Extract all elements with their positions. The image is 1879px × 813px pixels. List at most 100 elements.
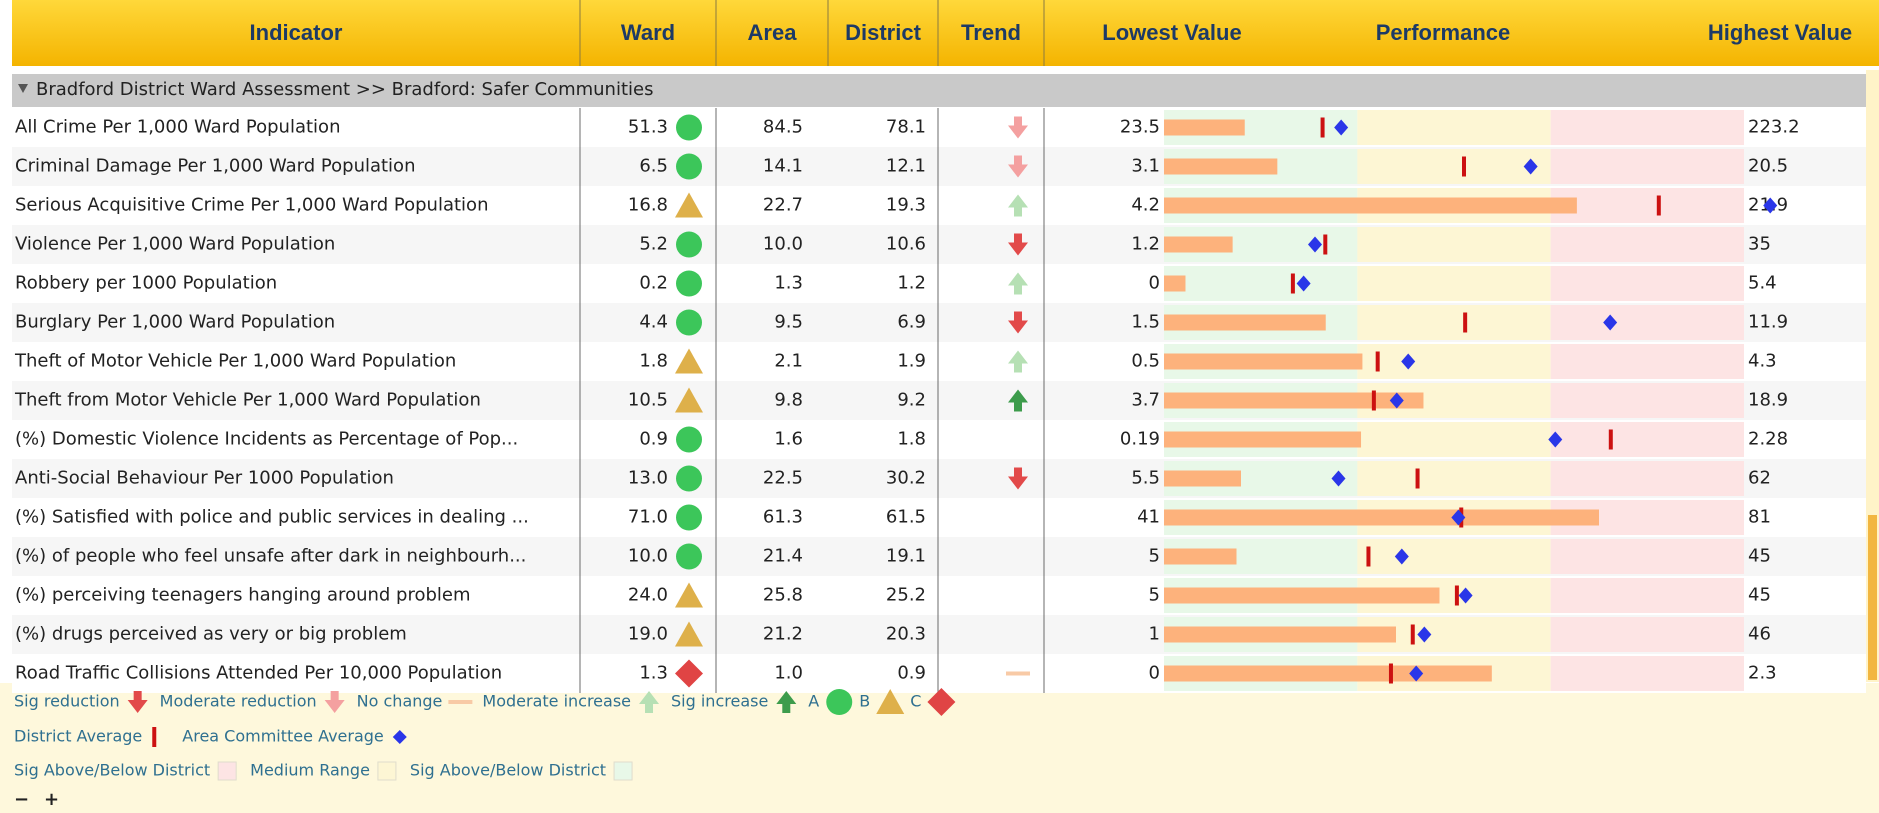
ward-value: 19.0: [628, 624, 668, 645]
column-header: Lowest Value: [1102, 20, 1241, 45]
area-value: 10.0: [763, 234, 803, 255]
trend-icon: [1008, 116, 1028, 139]
legend-label: Sig reduction: [14, 692, 120, 711]
ward-bar: [1164, 470, 1241, 487]
ward-value: 10.5: [628, 390, 668, 411]
district-marker: [1454, 585, 1459, 606]
scroll-thumb[interactable]: [1868, 515, 1877, 680]
rating-icon: [676, 309, 702, 336]
trend-icon: [1008, 311, 1028, 334]
section-title: Bradford District Ward Assessment >> Bra…: [36, 79, 653, 100]
area-value: 22.5: [763, 468, 803, 489]
legend-rating-icon: [876, 689, 905, 714]
zone-low: [1164, 266, 1358, 301]
district-value: 78.1: [886, 117, 926, 138]
ward-bar: [1164, 119, 1245, 136]
ward-value: 1.3: [639, 663, 668, 684]
ward-bar: [1164, 626, 1396, 643]
lowest-value: 1.5: [1131, 312, 1160, 333]
area-value: 14.1: [763, 156, 803, 177]
district-value: 20.3: [886, 624, 926, 645]
area-marker: [1417, 626, 1432, 643]
lowest-value: 1: [1149, 624, 1160, 645]
lowest-value: 0.19: [1120, 429, 1160, 450]
legend-label: Medium Range: [250, 761, 370, 780]
area-value: 22.7: [763, 195, 803, 216]
zone-mid: [1357, 344, 1551, 379]
area-marker: [1763, 197, 1778, 214]
district-marker: [1415, 468, 1420, 489]
highest-value: 5.4: [1748, 273, 1777, 294]
column-header: District: [845, 20, 921, 45]
district-value: 10.6: [886, 234, 926, 255]
lowest-value: 0: [1149, 273, 1160, 294]
lowest-value: 1.2: [1131, 234, 1160, 255]
rating-icon: [675, 621, 703, 647]
legend-trend-icon: [448, 700, 473, 704]
zone-mid: [1357, 422, 1551, 457]
district-value: 12.1: [886, 156, 926, 177]
column-header: Highest Value: [1708, 20, 1852, 45]
highest-value: 18.9: [1748, 390, 1788, 411]
zone-mid: [1357, 461, 1551, 496]
legend-label: Sig Above/Below District: [14, 761, 210, 780]
rating-icon: [675, 659, 703, 688]
zone-high: [1550, 422, 1744, 457]
area-value: 1.3: [774, 273, 803, 294]
rating-icon: [676, 504, 702, 531]
indicator-name: (%) drugs perceived as very or big probl…: [15, 624, 407, 645]
area-marker: [1409, 665, 1424, 682]
indicator-name: Criminal Damage Per 1,000 Ward Populatio…: [15, 156, 415, 177]
collapse-icon[interactable]: [18, 84, 28, 93]
legend-zone-swatch: [217, 761, 237, 781]
indicator-name: Burglary Per 1,000 Ward Population: [15, 312, 335, 333]
district-value: 25.2: [886, 585, 926, 606]
zone-high: [1550, 305, 1744, 340]
zone-high: [1550, 578, 1744, 613]
area-marker: [1548, 431, 1563, 448]
zone-high: [1550, 461, 1744, 496]
area-marker: [1296, 275, 1311, 292]
ward-bar: [1164, 431, 1362, 448]
collapse-all[interactable]: −: [14, 789, 29, 810]
area-value: 1.0: [774, 663, 803, 684]
rating-icon: [676, 231, 702, 258]
ward-bar: [1164, 236, 1233, 253]
legend-rating-icon: [826, 689, 853, 715]
highest-value: 62: [1748, 468, 1771, 489]
rating-icon: [676, 543, 702, 570]
district-value: 1.2: [897, 273, 926, 294]
highest-value: 2.28: [1748, 429, 1788, 450]
legend-label: Sig Above/Below District: [410, 761, 606, 780]
district-value: 19.1: [886, 546, 926, 567]
area-marker: [1308, 236, 1323, 253]
legend-district-marker: [152, 727, 157, 747]
ward-bar: [1164, 665, 1492, 682]
indicator-name: Theft of Motor Vehicle Per 1,000 Ward Po…: [14, 351, 456, 372]
area-marker: [1523, 158, 1538, 175]
rating-icon: [675, 348, 703, 374]
indicator-name: Robbery per 1000 Population: [15, 273, 277, 294]
column-header: Area: [748, 20, 798, 45]
area-value: 61.3: [763, 507, 803, 528]
zone-mid: [1357, 110, 1551, 145]
ward-value: 0.9: [639, 429, 668, 450]
section-row: [12, 74, 1866, 107]
area-marker: [1394, 548, 1409, 565]
indicator-name: Theft from Motor Vehicle Per 1,000 Ward …: [14, 390, 481, 411]
indicator-name: (%) perceiving teenagers hanging around …: [15, 585, 471, 606]
legend-zone-swatch: [613, 761, 633, 781]
indicator-name: All Crime Per 1,000 Ward Population: [15, 117, 340, 138]
area-value: 2.1: [774, 351, 803, 372]
indicator-name: Road Traffic Collisions Attended Per 10,…: [15, 663, 502, 684]
legend-label: Area Committee Average: [182, 727, 384, 746]
district-marker: [1410, 624, 1415, 645]
column-header: Performance: [1376, 20, 1511, 45]
rating-icon: [676, 153, 702, 180]
district-value: 1.8: [897, 429, 926, 450]
zone-high: [1550, 383, 1744, 418]
trend-icon: [1008, 194, 1028, 217]
expand-all[interactable]: +: [44, 789, 59, 810]
indicator-name: (%) Satisfied with police and public ser…: [15, 507, 529, 528]
legend-label: Moderate reduction: [160, 692, 317, 711]
